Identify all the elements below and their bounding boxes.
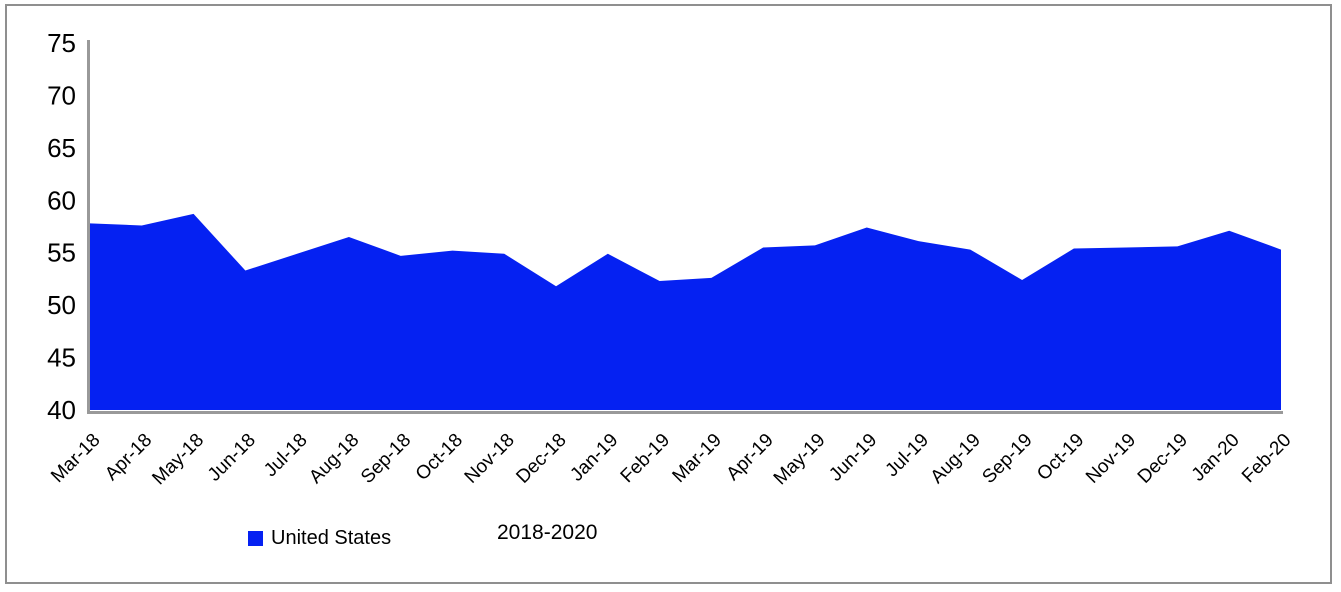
x-axis-tick-label: Feb-20 bbox=[1238, 430, 1295, 487]
x-axis-tick-label: Aug-19 bbox=[927, 430, 985, 488]
window-border bbox=[5, 4, 1332, 584]
x-axis-tick-label: Feb-19 bbox=[617, 430, 674, 487]
x-axis-tick-label: Jun-19 bbox=[825, 430, 881, 486]
x-axis-tick-label: May-19 bbox=[770, 430, 830, 490]
x-axis-tick-label: Oct-19 bbox=[1033, 430, 1088, 485]
y-axis-tick-label: 45 bbox=[47, 343, 76, 373]
x-axis-tick-label: Apr-18 bbox=[101, 430, 156, 485]
y-axis-tick-label: 55 bbox=[47, 238, 76, 268]
x-axis-tick-label: Sep-19 bbox=[978, 430, 1036, 488]
y-axis-tick-label: 60 bbox=[47, 185, 76, 215]
y-axis-tick-label: 65 bbox=[47, 133, 76, 163]
chart-caption: 2018-2020 bbox=[497, 521, 598, 544]
x-axis-tick-label: Dec-18 bbox=[512, 430, 570, 488]
legend: United States bbox=[248, 527, 391, 550]
y-axis-tick-label: 40 bbox=[47, 395, 76, 425]
x-axis-tick-label: Oct-18 bbox=[412, 430, 467, 485]
x-axis-tick-label: May-18 bbox=[148, 430, 208, 490]
x-axis-tick-label: Jul-19 bbox=[882, 430, 933, 481]
x-axis-tick-label: Jun-18 bbox=[204, 430, 260, 486]
x-axis-tick-label: Mar-18 bbox=[47, 430, 104, 487]
legend-swatch-united-states bbox=[248, 531, 263, 546]
legend-series-label: United States bbox=[271, 527, 392, 549]
y-axis-tick-label: 50 bbox=[47, 290, 76, 320]
x-axis-tick-label: Sep-18 bbox=[357, 430, 415, 488]
x-axis-tick-label: Aug-18 bbox=[305, 430, 363, 488]
x-axis-tick-label: Mar-19 bbox=[669, 430, 726, 487]
x-axis-tick-label: Jan-20 bbox=[1188, 430, 1244, 486]
y-axis-tick-label: 75 bbox=[47, 28, 76, 58]
y-axis-tick-label: 70 bbox=[47, 80, 76, 110]
x-axis-tick-label: Jul-18 bbox=[260, 430, 311, 481]
x-axis-tick-label: Nov-18 bbox=[461, 430, 519, 488]
x-axis-tick-label: Apr-19 bbox=[723, 430, 778, 485]
x-axis-tick-label: Nov-19 bbox=[1082, 430, 1140, 488]
x-axis-tick-label: Dec-19 bbox=[1134, 430, 1192, 488]
x-axis-tick-label: Jan-19 bbox=[566, 430, 622, 486]
